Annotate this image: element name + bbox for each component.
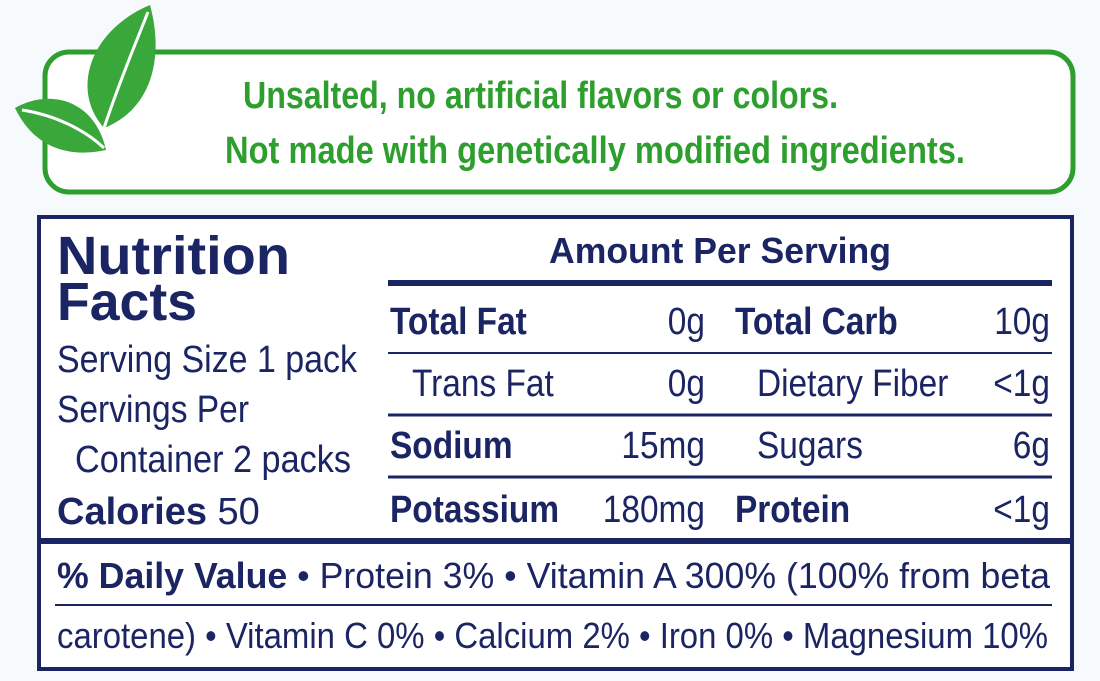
calories-value: 50 bbox=[218, 491, 260, 533]
nutrient-name: Potassium bbox=[390, 488, 559, 530]
serving-text: Servings Per bbox=[57, 389, 249, 431]
daily-line: % Daily Value • Protein 3% • Vitamin A 3… bbox=[57, 555, 1051, 596]
nutrient-amount: 6g bbox=[1013, 424, 1050, 466]
daily-item: carotene) bbox=[57, 615, 196, 656]
facts-title: Facts bbox=[57, 272, 197, 332]
nutrient-name: Total Fat bbox=[390, 300, 527, 342]
nutrient-rows: Total Fat 0g Total Carb 10g Trans Fat 0g Dieta… bbox=[388, 300, 1052, 530]
nutrient-amount: 180mg bbox=[603, 488, 705, 530]
daily-item: Protein 3% bbox=[320, 555, 495, 596]
nutrient-name: Trans Fat bbox=[412, 362, 554, 404]
separator: • bbox=[196, 615, 226, 656]
daily-item: Vitamin C 0% bbox=[226, 615, 425, 656]
nutrient-name: Sodium bbox=[390, 424, 513, 466]
daily-item: Iron 0% bbox=[660, 615, 773, 656]
separator: • bbox=[494, 555, 526, 596]
facts-title: Nutrition bbox=[57, 226, 290, 286]
nutrient-amount: 10g bbox=[994, 300, 1050, 342]
banner-line: Not made with genetically modified ingre… bbox=[225, 130, 965, 172]
nutrient-name: Total Carb bbox=[735, 300, 898, 342]
nutrient-amount: 15mg bbox=[621, 424, 705, 466]
separator: • bbox=[630, 615, 660, 656]
nutrient-amount: <1g bbox=[993, 362, 1050, 404]
nutrient-name: Sugars bbox=[757, 424, 863, 466]
banner-line: Unsalted, no artificial flavors or color… bbox=[243, 75, 838, 117]
separator: • bbox=[425, 615, 455, 656]
serving-text: Container 2 packs bbox=[75, 439, 351, 481]
separator: • bbox=[773, 615, 803, 656]
leaf-vein bbox=[102, 11, 150, 129]
nutrient-amount: 0g bbox=[668, 362, 705, 404]
daily-item: Vitamin A 300% (100% from beta bbox=[527, 555, 1051, 596]
nutrient-amount: <1g bbox=[993, 488, 1050, 530]
daily-item: Calcium 2% bbox=[454, 615, 630, 656]
calories: Calories 50 bbox=[57, 491, 260, 533]
calories-label: Calories bbox=[57, 491, 207, 533]
serving-text: Serving Size 1 pack bbox=[57, 339, 358, 381]
nutrient-name: Dietary Fiber bbox=[757, 362, 948, 404]
facts-frame bbox=[37, 215, 1074, 671]
separator: • bbox=[287, 555, 319, 596]
daily-value: % Daily Value • Protein 3% • Vitamin A 3… bbox=[57, 555, 1051, 656]
leaf-vein bbox=[21, 108, 106, 150]
daily-label: % Daily Value bbox=[57, 555, 287, 596]
nutrient-amount: 0g bbox=[668, 300, 705, 342]
daily-line: carotene) • Vitamin C 0% • Calcium 2% • … bbox=[57, 615, 1048, 656]
daily-item: Magnesium 10% bbox=[803, 615, 1048, 656]
nutrient-name: Protein bbox=[735, 488, 850, 530]
amount-header: Amount Per Serving bbox=[549, 230, 891, 271]
